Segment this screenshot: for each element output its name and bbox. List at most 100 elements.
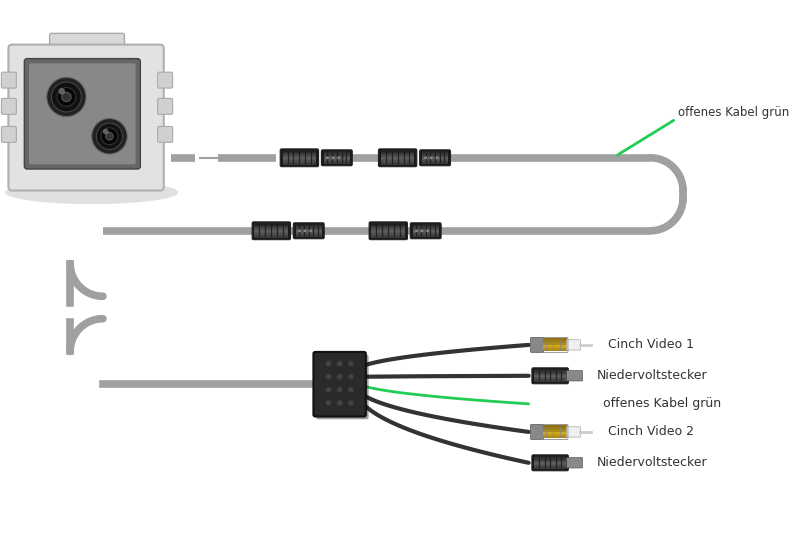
Text: Cinch Video 1: Cinch Video 1: [608, 338, 694, 351]
Bar: [296, 227, 322, 228]
Bar: [542, 434, 567, 435]
Bar: [254, 236, 288, 237]
Bar: [534, 466, 566, 467]
Bar: [534, 379, 566, 380]
Bar: [371, 236, 405, 237]
Circle shape: [304, 229, 306, 232]
Bar: [542, 338, 567, 340]
Bar: [542, 425, 567, 427]
FancyBboxPatch shape: [566, 427, 581, 437]
Bar: [282, 164, 316, 165]
Bar: [381, 150, 414, 152]
Bar: [254, 227, 288, 228]
Bar: [282, 162, 316, 163]
Bar: [534, 372, 566, 373]
Bar: [371, 227, 405, 228]
Bar: [534, 370, 566, 371]
Bar: [542, 432, 567, 434]
Bar: [296, 233, 322, 234]
Circle shape: [103, 129, 109, 134]
FancyBboxPatch shape: [566, 371, 582, 381]
Bar: [254, 224, 288, 226]
Circle shape: [337, 374, 342, 379]
Bar: [413, 236, 439, 237]
Bar: [381, 157, 414, 158]
Bar: [371, 231, 405, 232]
Bar: [324, 157, 350, 158]
Bar: [413, 233, 439, 234]
Bar: [324, 156, 350, 157]
Bar: [413, 231, 439, 232]
FancyBboxPatch shape: [566, 340, 581, 350]
Bar: [381, 158, 414, 159]
Bar: [534, 462, 566, 463]
FancyBboxPatch shape: [294, 223, 324, 238]
Bar: [542, 435, 567, 437]
Bar: [534, 463, 566, 464]
FancyBboxPatch shape: [322, 150, 352, 166]
Bar: [254, 229, 288, 231]
Bar: [413, 229, 439, 230]
Bar: [422, 151, 448, 152]
Bar: [254, 223, 288, 224]
Bar: [254, 233, 288, 235]
Circle shape: [51, 82, 82, 112]
Bar: [324, 151, 350, 152]
Bar: [282, 156, 316, 157]
Bar: [371, 223, 405, 224]
Circle shape: [326, 400, 331, 406]
Circle shape: [337, 387, 342, 392]
Bar: [542, 341, 567, 343]
Bar: [534, 377, 566, 378]
Circle shape: [348, 374, 354, 379]
Bar: [254, 226, 288, 227]
Bar: [324, 152, 350, 153]
Bar: [542, 350, 567, 351]
Circle shape: [337, 361, 342, 366]
FancyBboxPatch shape: [530, 338, 543, 352]
FancyBboxPatch shape: [2, 99, 16, 114]
Bar: [422, 161, 448, 162]
Bar: [282, 163, 316, 164]
Bar: [413, 235, 439, 236]
FancyBboxPatch shape: [410, 223, 441, 238]
Bar: [324, 162, 350, 163]
Circle shape: [426, 229, 429, 232]
Bar: [542, 348, 567, 350]
Bar: [542, 427, 567, 429]
Bar: [534, 461, 566, 462]
Bar: [324, 161, 350, 162]
Text: Niedervoltstecker: Niedervoltstecker: [597, 369, 707, 382]
Bar: [534, 371, 566, 372]
Circle shape: [96, 123, 122, 150]
Circle shape: [337, 400, 342, 406]
Circle shape: [101, 128, 118, 145]
Bar: [534, 459, 566, 460]
Bar: [254, 232, 288, 233]
Bar: [413, 227, 439, 228]
Bar: [282, 150, 316, 152]
Bar: [296, 232, 322, 233]
Bar: [381, 164, 414, 165]
Bar: [371, 224, 405, 226]
Text: Niedervoltstecker: Niedervoltstecker: [597, 456, 707, 469]
Text: Cinch Video 2: Cinch Video 2: [608, 425, 694, 438]
Bar: [422, 163, 448, 164]
Bar: [296, 236, 322, 237]
Bar: [296, 225, 322, 227]
Bar: [282, 152, 316, 153]
Circle shape: [92, 119, 127, 154]
Bar: [282, 159, 316, 160]
Bar: [324, 158, 350, 159]
Bar: [542, 340, 567, 341]
Bar: [542, 346, 567, 348]
Bar: [371, 235, 405, 236]
Bar: [534, 467, 566, 468]
Circle shape: [338, 157, 340, 159]
Circle shape: [326, 374, 331, 379]
FancyBboxPatch shape: [2, 72, 16, 88]
Bar: [534, 460, 566, 461]
Bar: [422, 159, 448, 160]
FancyBboxPatch shape: [316, 354, 369, 420]
Bar: [534, 457, 566, 459]
